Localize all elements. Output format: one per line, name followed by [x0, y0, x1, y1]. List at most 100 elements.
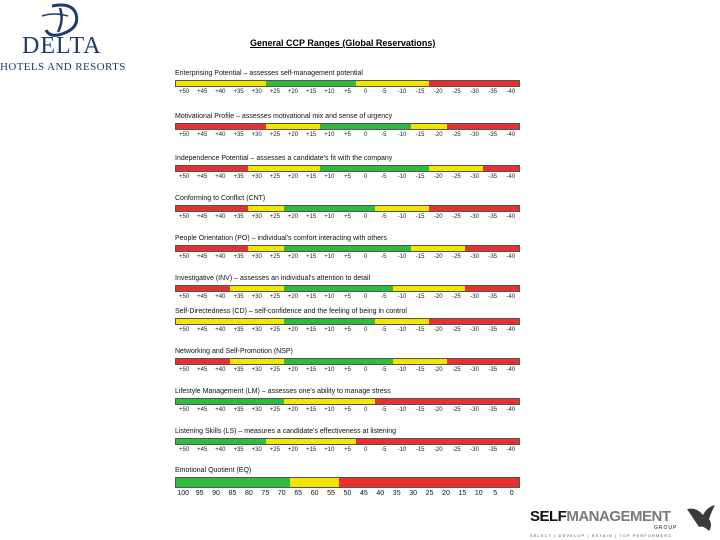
range-segment [302, 81, 321, 86]
range-segment [320, 359, 339, 364]
range-segment [356, 439, 375, 444]
range-segment [482, 206, 501, 211]
scale-label: +5 [344, 367, 351, 373]
scale-label: +30 [251, 174, 262, 180]
range-segment [230, 359, 249, 364]
eagle-icon [687, 505, 715, 531]
range-segment [266, 359, 285, 364]
range-segment [284, 81, 303, 86]
scale-label: -5 [381, 214, 387, 220]
scale-label: -15 [415, 254, 425, 260]
range-segment [320, 124, 339, 129]
range-segment [428, 439, 447, 444]
range-segment [194, 166, 213, 171]
scale-label: -10 [397, 367, 407, 373]
scale-label: +45 [197, 254, 208, 260]
range-segment [482, 81, 501, 86]
range-segment [374, 166, 393, 171]
range-segment [446, 166, 465, 171]
range-segment [356, 319, 375, 324]
range-segment [194, 319, 213, 324]
scale-label: +15 [306, 367, 317, 373]
scale-label: -15 [415, 132, 425, 138]
range-segment [284, 246, 303, 251]
eq-segment [224, 478, 242, 487]
scale-label: +25 [269, 214, 280, 220]
range-segment [482, 286, 501, 291]
range-segment [302, 166, 321, 171]
scale-label: -5 [381, 294, 387, 300]
scale-label: -35 [488, 132, 498, 138]
scale-label: -30 [470, 132, 479, 138]
scale-label: +45 [197, 132, 208, 138]
range-segment [320, 206, 339, 211]
smg-wordmark: SELFMANAGEMENT [530, 508, 671, 525]
range-segment [392, 286, 411, 291]
scale-label: +25 [269, 89, 280, 95]
scale-label: +20 [287, 327, 299, 333]
range-segment [392, 81, 411, 86]
range-segment [374, 246, 393, 251]
range-segment [338, 319, 357, 324]
scale-label: -5 [381, 254, 387, 260]
scale-label: +45 [197, 214, 208, 220]
range-segment [464, 319, 483, 324]
scale-label: -20 [433, 89, 443, 95]
range-segment [374, 206, 393, 211]
range-segment [176, 399, 195, 404]
section-label: People Orientation (PO) – individual's c… [175, 235, 387, 242]
range-segment [284, 286, 303, 291]
scale-label: +35 [233, 254, 244, 260]
range-segment [230, 399, 249, 404]
scale-label: 0 [363, 407, 368, 413]
range-segment [482, 246, 501, 251]
scale-label: -10 [397, 174, 407, 180]
scale-label: +15 [306, 294, 317, 300]
range-segment [302, 439, 321, 444]
eq-scale-label: 85 [228, 490, 237, 497]
eq-segment [257, 478, 274, 487]
scale-label: -20 [433, 327, 443, 333]
range-segment [176, 81, 195, 86]
scale-label: -15 [415, 367, 425, 373]
scale-label: +10 [324, 174, 335, 180]
scale-label: 0 [363, 254, 368, 260]
range-segment [446, 359, 465, 364]
eq-segment [339, 478, 356, 487]
scale-label: -20 [433, 294, 443, 300]
scale-label: -10 [397, 294, 407, 300]
range-segment [284, 319, 303, 324]
range-segment [392, 439, 411, 444]
eq-segment [469, 478, 487, 487]
range-segment [446, 319, 465, 324]
eq-segment [192, 478, 209, 487]
range-segment [176, 319, 195, 324]
scale-label: -35 [488, 89, 498, 95]
scale-label: 0 [363, 447, 368, 453]
range-segment [338, 166, 357, 171]
scale-label: +30 [251, 89, 262, 95]
section-label: Networking and Self-Promotion (NSP) [175, 348, 293, 355]
scale-label: -25 [452, 132, 461, 138]
scale-label: +10 [324, 214, 335, 220]
range-segment [356, 166, 375, 171]
range-scale: +50 +45 +40 +35 +30 +25 +20 +15 +10 +5 0 -5 -10 -15 -2… [175, 294, 520, 302]
range-segment [392, 246, 411, 251]
eq-scale: 100 95 90 85 80 75 70 65 60 55 50 45 40 35 30 25 20 15 10 5… [175, 490, 520, 500]
range-segment [176, 166, 195, 171]
scale-label: 0 [363, 132, 368, 138]
scale-label: +25 [269, 447, 280, 453]
self-management-group-logo: SELFMANAGEMENT GROUP SELECT | DEVELOP | … [528, 503, 718, 540]
range-segment [212, 286, 231, 291]
eq-range-bar [175, 477, 520, 488]
range-segment [410, 286, 429, 291]
scale-label: +40 [215, 89, 226, 95]
scale-label: -15 [415, 407, 425, 413]
range-segment [230, 439, 249, 444]
range-segment [374, 286, 393, 291]
range-segment [464, 81, 483, 86]
range-segment [500, 359, 519, 364]
scale-label: -15 [415, 327, 425, 333]
range-segment [464, 286, 483, 291]
scale-label: +50 [178, 407, 190, 413]
